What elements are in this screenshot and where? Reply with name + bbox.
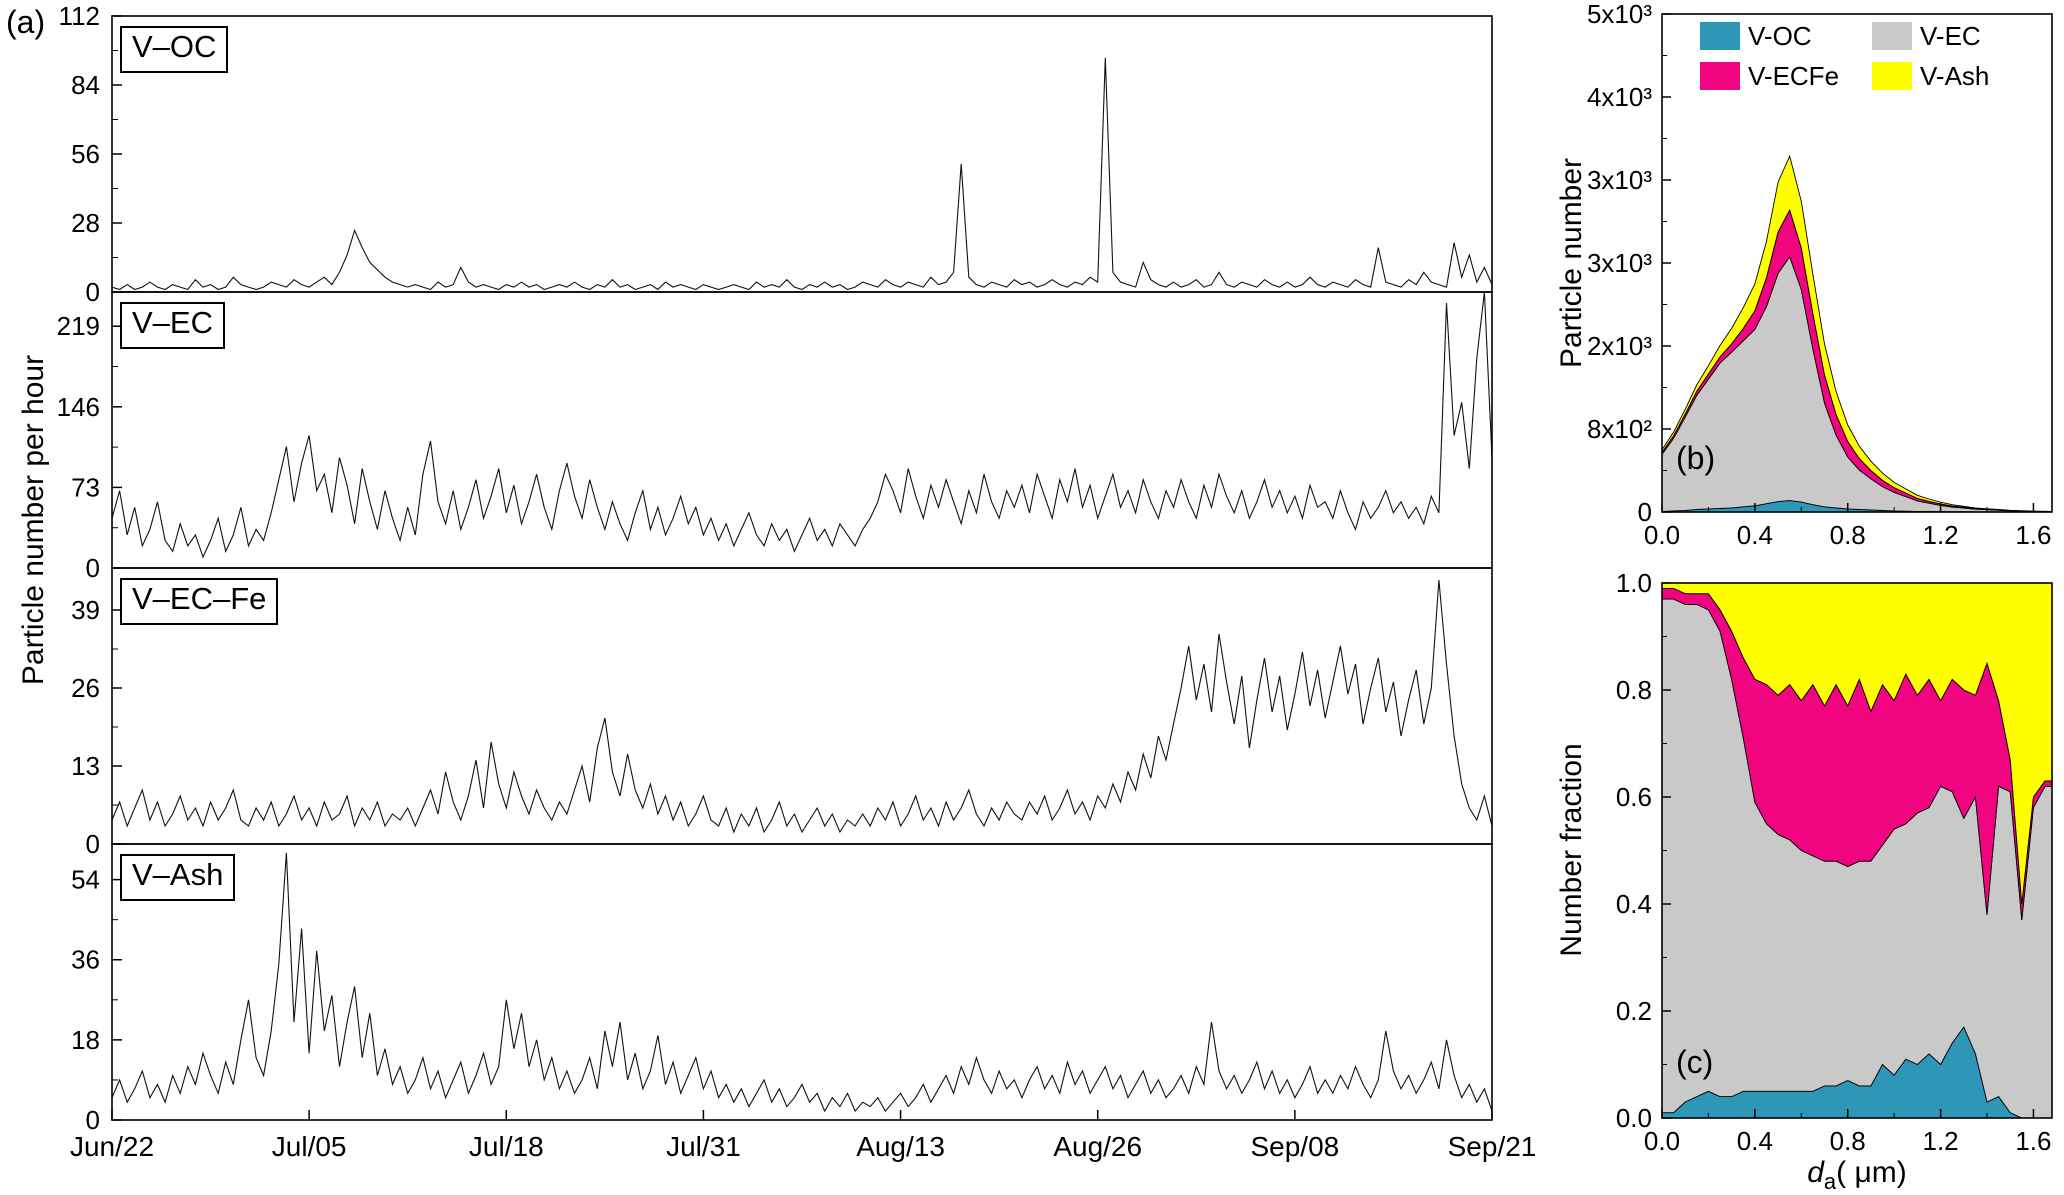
subplot-frame-2	[111, 567, 1493, 845]
ylabel-panel-a: Particle number per hour	[17, 354, 50, 686]
panel-a-label: (a)	[6, 4, 46, 40]
subplot-frame-3	[111, 843, 1493, 1121]
xtick-label: 0.0	[1644, 520, 1680, 550]
timeseries-V–EC–Fe	[111, 579, 1493, 834]
xtick-label: 1.6	[2015, 1126, 2051, 1156]
ytick-label: 0.0	[1616, 1103, 1652, 1133]
ylabel-panel-c: Number fraction	[1555, 743, 1588, 957]
panel-c-label: (c)	[1676, 1044, 1714, 1080]
ytick-label: 18	[71, 1025, 100, 1055]
ytick-label: 56	[71, 139, 100, 169]
legend-label-V-ECFe: V-ECFe	[1748, 61, 1839, 91]
panel-b-label: (b)	[1676, 440, 1716, 476]
xtick-date-label: Aug/13	[856, 1131, 945, 1162]
xtick-label: 0.8	[1830, 520, 1866, 550]
ytick-label: 1.0	[1616, 568, 1652, 598]
xlabel-unit: ( μm)	[1836, 1156, 1907, 1189]
ytick-label: 28	[71, 208, 100, 238]
area-V-EC	[1661, 255, 2053, 513]
ytick-label: 13	[71, 751, 100, 781]
legend-swatch-V-OC	[1700, 22, 1740, 50]
subpanel-label-vec: V–EC	[120, 302, 225, 349]
ytick-label: 54	[71, 865, 100, 895]
xtick-label: 0.4	[1737, 1126, 1773, 1156]
ytick-label: 0	[86, 277, 100, 307]
xtick-label: 1.6	[2015, 520, 2051, 550]
ytick-label: 0	[86, 829, 100, 859]
xtick-label: 0.8	[1830, 1126, 1866, 1156]
legend-label-V-OC: V-OC	[1748, 21, 1812, 51]
ytick-label: 84	[71, 70, 100, 100]
xtick-label: 1.2	[1922, 520, 1958, 550]
legend-swatch-V-EC	[1872, 22, 1912, 50]
ytick-label: 8x10²	[1587, 414, 1652, 444]
xtick-date-label: Jul/18	[469, 1131, 544, 1162]
timeseries-V–Ash	[111, 852, 1493, 1113]
xtick-date-label: Sep/08	[1250, 1131, 1339, 1162]
ytick-label: 219	[57, 311, 100, 341]
timeseries-V–EC	[111, 291, 1493, 559]
legend-swatch-V-Ash	[1872, 62, 1912, 90]
ytick-label: 3x10³	[1587, 165, 1652, 195]
ytick-label: 5x10³	[1587, 0, 1652, 29]
xtick-label: 0.0	[1644, 1126, 1680, 1156]
ytick-label: 0	[86, 553, 100, 583]
ytick-label: 39	[71, 595, 100, 625]
xlabel-sub: a	[1823, 1169, 1837, 1194]
ytick-label: 3x10³	[1587, 248, 1652, 278]
subplot-frame-0	[111, 15, 1493, 293]
ytick-label: 146	[57, 392, 100, 422]
ytick-label: 4x10³	[1587, 82, 1652, 112]
xtick-label: 1.2	[1922, 1126, 1958, 1156]
xtick-date-label: Sep/21	[1448, 1131, 1537, 1162]
ytick-label: 26	[71, 673, 100, 703]
xtick-date-label: Jul/31	[666, 1131, 741, 1162]
xlabel-da: da( μm)	[1807, 1156, 1907, 1195]
ytick-label: 73	[71, 472, 100, 502]
legend-label-V-Ash: V-Ash	[1920, 61, 1989, 91]
xtick-label: 0.4	[1737, 520, 1773, 550]
xtick-date-label: Aug/26	[1053, 1131, 1142, 1162]
ytick-label: 0	[86, 1105, 100, 1135]
ytick-label: 0.8	[1616, 675, 1652, 705]
ytick-label: 0.6	[1616, 782, 1652, 812]
timeseries-V–OC	[111, 57, 1493, 291]
subplot-frame-1	[111, 291, 1493, 569]
ylabel-panel-b: Particle number	[1555, 157, 1588, 369]
subpanel-label-vecfe: V–EC–Fe	[120, 578, 279, 625]
legend-swatch-V-ECFe	[1700, 62, 1740, 90]
ytick-label: 0.2	[1616, 996, 1652, 1026]
xlabel-var: d	[1807, 1156, 1824, 1189]
subpanel-label-vash: V–Ash	[120, 854, 236, 901]
legend-label-V-EC: V-EC	[1920, 21, 1981, 51]
ytick-label: 112	[59, 1, 100, 31]
xtick-date-label: Jul/05	[272, 1131, 347, 1162]
xtick-date-label: Jun/22	[70, 1131, 154, 1162]
subpanel-label-voc: V–OC	[120, 26, 229, 73]
ytick-label: 0.4	[1616, 889, 1652, 919]
ytick-label: 0	[1638, 497, 1652, 527]
ytick-label: 36	[71, 945, 100, 975]
ytick-label: 2x10³	[1587, 331, 1652, 361]
